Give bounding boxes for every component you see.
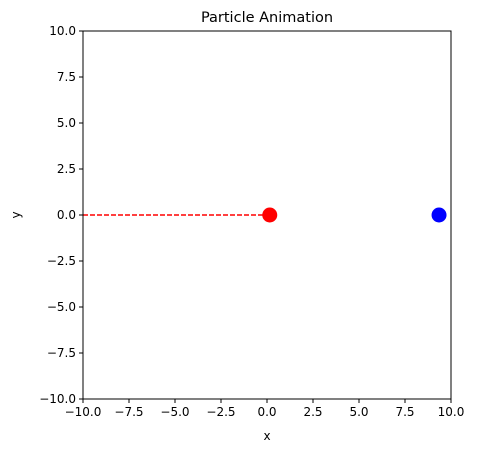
y-tick-label: 0.0	[57, 208, 76, 222]
y-tick-label: −2.5	[47, 254, 76, 268]
x-axis-label: x	[263, 429, 270, 443]
x-tick-label: 10.0	[438, 405, 465, 419]
series-layer	[83, 207, 447, 223]
y-tick-label: 2.5	[57, 162, 76, 176]
x-tick-label: −2.5	[206, 405, 235, 419]
y-tick-label: −7.5	[47, 346, 76, 360]
y-tick-label: −10.0	[39, 392, 76, 406]
x-tick-label: 2.5	[303, 405, 322, 419]
x-tick-label: −10.0	[65, 405, 102, 419]
particle-point-red	[262, 207, 278, 223]
particle-point-blue	[431, 207, 447, 223]
y-tick-label: 5.0	[57, 116, 76, 130]
x-tick-label: 0.0	[257, 405, 276, 419]
y-tick-label: 7.5	[57, 70, 76, 84]
y-axis-label: y	[9, 211, 23, 218]
y-tick-label: −5.0	[47, 300, 76, 314]
x-tick-label: 7.5	[395, 405, 414, 419]
axes-layer: −10.0 −7.5 −5.0 −2.5 0.0 2.5 5.0 7.5 10.0 −10.0 −7…	[39, 24, 464, 419]
x-tick-label: −7.5	[114, 405, 143, 419]
x-tick-label: −5.0	[160, 405, 189, 419]
x-tick-label: 5.0	[349, 405, 368, 419]
y-tick-label: 10.0	[49, 24, 76, 38]
chart-title: Particle Animation	[201, 10, 333, 26]
